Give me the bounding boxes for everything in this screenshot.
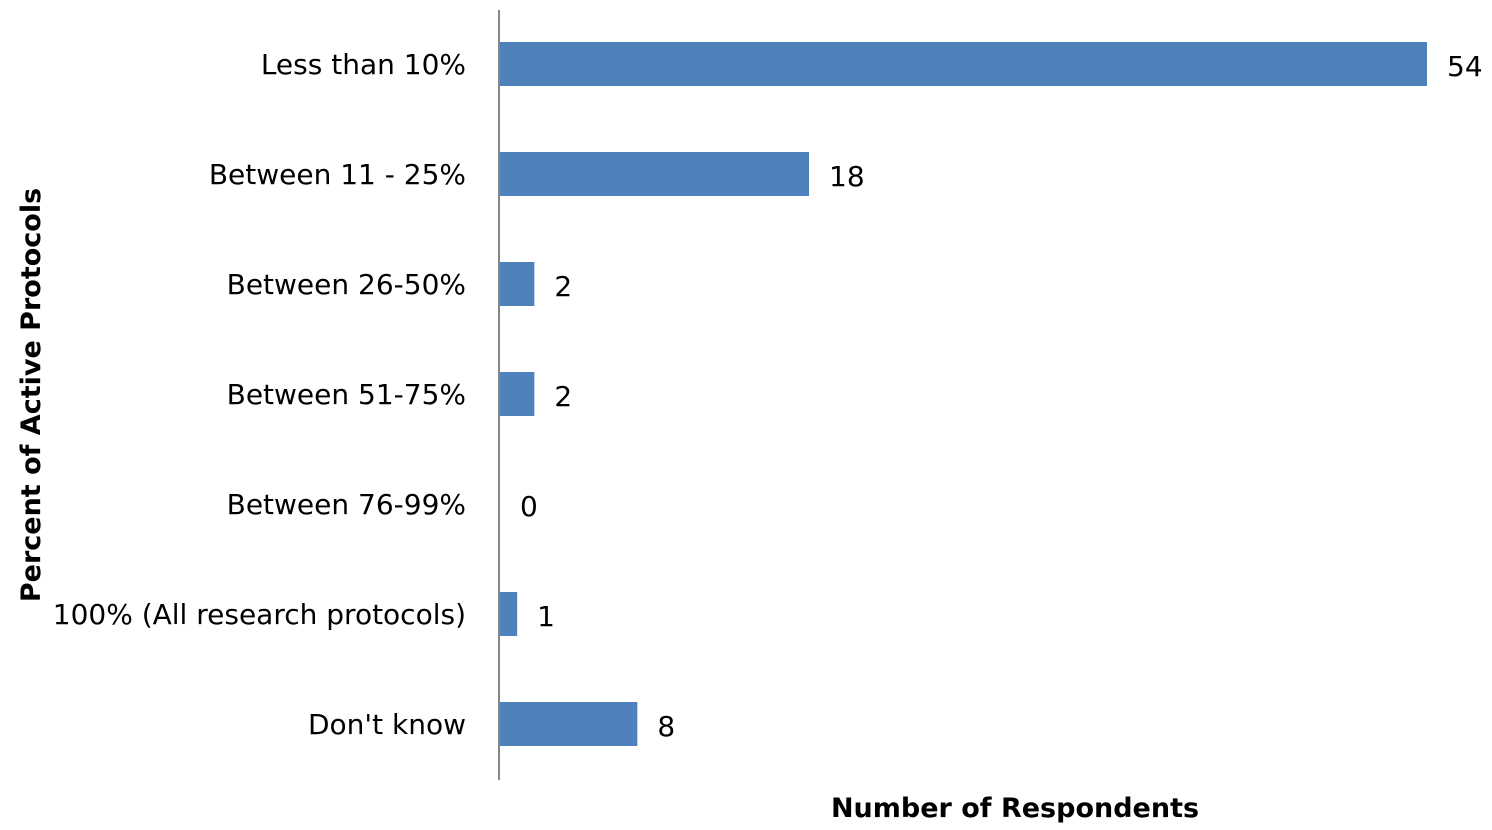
value-label: 1 xyxy=(537,600,555,633)
bar xyxy=(500,702,638,746)
bar xyxy=(500,592,518,636)
category-label: Between 11 - 25% xyxy=(209,158,466,191)
category-labels: Less than 10% Between 11 - 25% Between 26-… xyxy=(53,48,466,741)
category-label: Don't know xyxy=(308,708,466,741)
y-axis-title: Percent of Active Protocols xyxy=(16,188,47,602)
value-label: 0 xyxy=(520,490,538,523)
x-axis-title: Number of Respondents xyxy=(831,793,1199,824)
bars xyxy=(500,42,1427,746)
bar xyxy=(500,372,535,416)
category-label: 100% (All research protocols) xyxy=(53,598,466,631)
category-label: Between 51-75% xyxy=(227,378,466,411)
value-label: 18 xyxy=(829,160,865,193)
category-label: Between 76-99% xyxy=(227,488,466,521)
value-label: 8 xyxy=(657,710,675,743)
category-label: Between 26-50% xyxy=(227,268,466,301)
bar xyxy=(500,262,535,306)
value-label: 54 xyxy=(1447,50,1483,83)
bar xyxy=(500,152,809,196)
value-label: 2 xyxy=(554,380,572,413)
bar xyxy=(500,42,1427,86)
value-label: 2 xyxy=(554,270,572,303)
category-label: Less than 10% xyxy=(261,48,466,81)
